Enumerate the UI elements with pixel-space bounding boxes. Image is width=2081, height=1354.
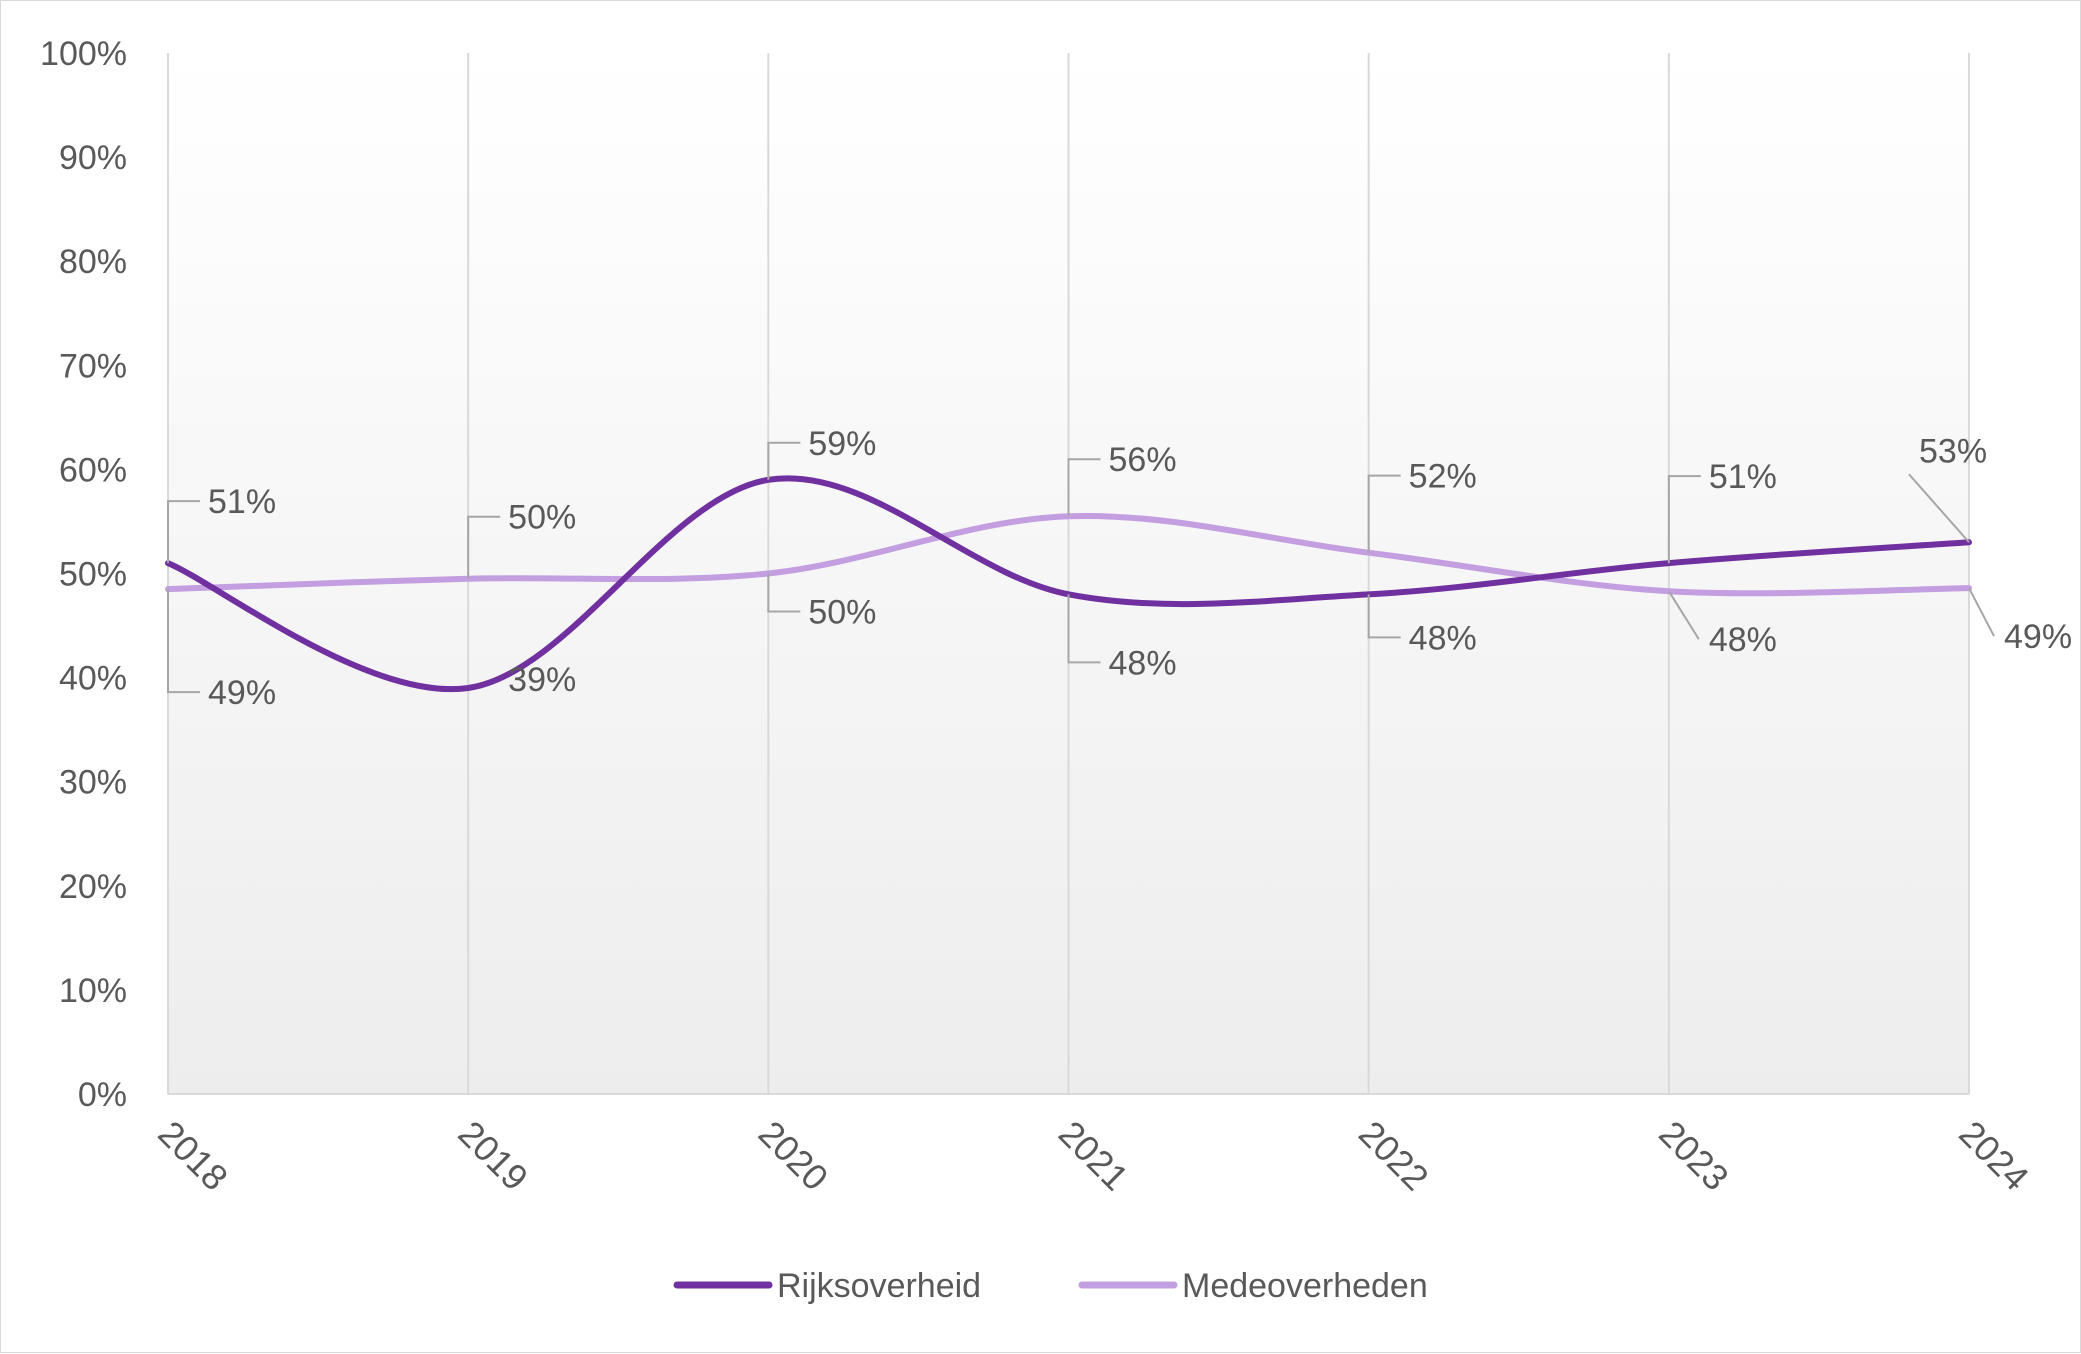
legend[interactable]: Rijksoverheid Medeoverheden <box>673 1267 1428 1305</box>
data-label-rijksoverheid-2018: 51% <box>208 483 276 521</box>
legend-item-medeoverheden[interactable]: Medeoverheden <box>1078 1267 1428 1305</box>
y-tick-label: 100% <box>40 35 127 73</box>
leader-line <box>767 573 801 613</box>
data-label-medeoverheden-2022: 52% <box>1409 458 1477 496</box>
x-tick-label: 2024 <box>1951 1113 2037 1199</box>
legend-item-rijksoverheid[interactable]: Rijksoverheid <box>673 1267 981 1305</box>
series-line-rijksoverheid[interactable] <box>165 475 1972 693</box>
leader-line <box>767 441 801 480</box>
data-label-rijksoverheid-2020: 59% <box>808 425 876 463</box>
x-tick-label: 2021 <box>1051 1113 1137 1199</box>
data-label-medeoverheden-2019: 50% <box>508 499 576 537</box>
leader-line <box>467 515 501 579</box>
y-tick-label: 80% <box>59 243 127 281</box>
leader-line <box>1367 474 1401 553</box>
data-label-medeoverheden-2020: 50% <box>808 594 876 632</box>
leader-line <box>1667 475 1701 564</box>
y-tick-label: 70% <box>59 347 127 385</box>
data-label-rijksoverheid-2024: 53% <box>1919 432 1987 470</box>
data-label-medeoverheden-2023: 48% <box>1709 621 1777 659</box>
x-tick-label: 2020 <box>751 1113 837 1199</box>
data-label-medeoverheden-2021: 56% <box>1109 441 1177 479</box>
x-tick-label: 2023 <box>1651 1113 1737 1199</box>
leader-line <box>167 500 200 564</box>
x-tick-label: 2022 <box>1351 1113 1437 1199</box>
y-tick-label: 20% <box>59 868 127 906</box>
leader-line <box>1067 594 1101 664</box>
data-label-medeoverheden-2024: 49% <box>2004 618 2072 656</box>
y-tick-label: 40% <box>59 660 127 698</box>
data-label-rijksoverheid-2022: 48% <box>1409 619 1477 657</box>
data-label-medeoverheden-2018: 49% <box>208 674 276 712</box>
data-label-rijksoverheid-2021: 48% <box>1109 644 1177 682</box>
data-label-rijksoverheid-2019: 39% <box>508 661 576 699</box>
leader-line <box>167 589 200 694</box>
legend-label: Medeoverheden <box>1182 1267 1428 1305</box>
leader-line <box>1367 594 1401 639</box>
leader-line <box>1667 590 1700 640</box>
y-tick-label: 50% <box>59 556 127 594</box>
y-tick-label: 90% <box>59 139 127 177</box>
y-tick-label: 30% <box>59 764 127 802</box>
x-tick-label: 2018 <box>150 1113 236 1199</box>
data-label-rijksoverheid-2023: 51% <box>1709 458 1777 496</box>
y-tick-label: 0% <box>78 1076 127 1114</box>
data-labels: 51% 39% 59% 48% 48% 51% 53% 49% 50% 50% 56% 52% 48% 4… <box>167 425 2072 712</box>
leader-line <box>1908 473 1970 543</box>
legend-label: Rijksoverheid <box>777 1267 981 1305</box>
y-tick-label: 10% <box>59 972 127 1010</box>
leader-line <box>1067 458 1101 517</box>
y-tick-label: 60% <box>59 451 127 489</box>
leader-line <box>1968 587 1995 637</box>
x-tick-label: 2019 <box>451 1113 537 1199</box>
